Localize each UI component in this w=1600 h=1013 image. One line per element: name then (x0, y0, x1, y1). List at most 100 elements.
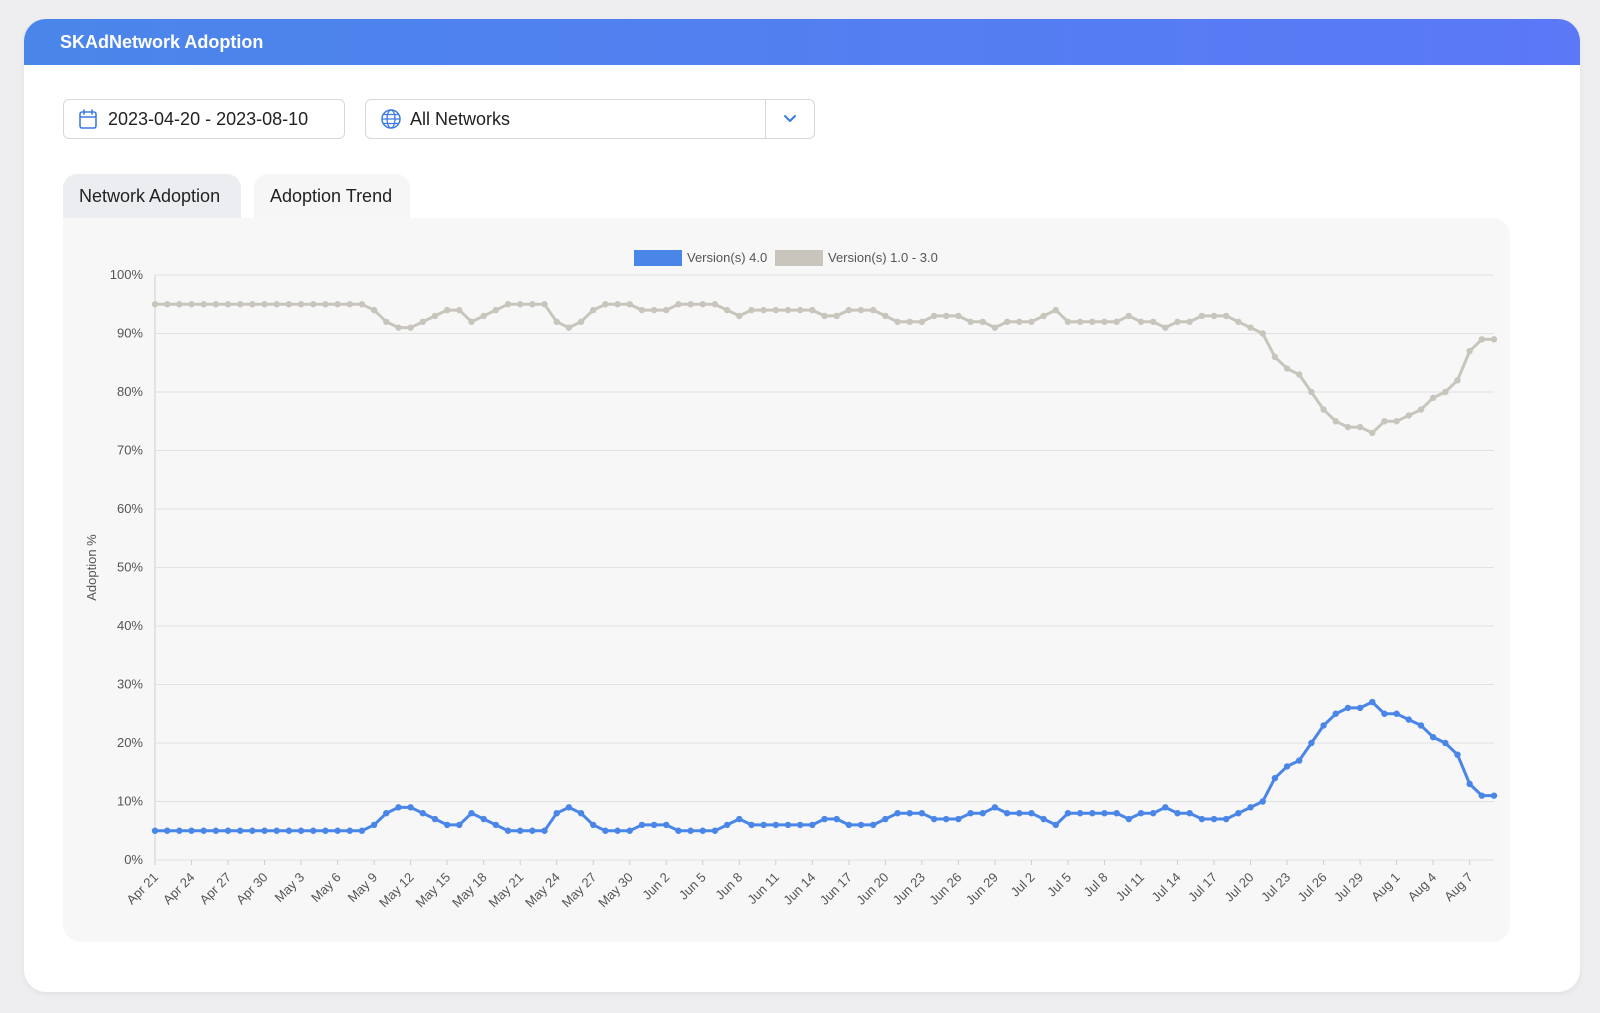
data-point (1028, 318, 1035, 325)
data-point (894, 810, 901, 817)
data-point (1344, 423, 1352, 431)
data-point (431, 815, 439, 823)
data-point (626, 301, 633, 308)
data-point (163, 827, 171, 834)
data-point (602, 827, 609, 834)
x-tick-label: Jul 26 (1295, 870, 1330, 905)
x-tick-label: Jul 5 (1044, 870, 1074, 900)
data-point (1478, 336, 1486, 343)
data-point (1174, 318, 1181, 325)
data-point (772, 821, 780, 829)
data-point (419, 318, 426, 325)
x-tick-label: Jun 20 (853, 870, 891, 908)
date-range-picker[interactable]: 2023-04-20 - 2023-08-10 (63, 99, 345, 139)
data-point (675, 827, 682, 834)
y-tick-label: 90% (117, 326, 143, 341)
data-point (918, 810, 926, 817)
data-point (602, 301, 609, 308)
legend-swatch (634, 250, 682, 266)
data-point (1101, 318, 1108, 325)
data-point (1235, 318, 1242, 325)
data-point (1271, 774, 1279, 782)
data-point (869, 306, 877, 314)
data-point (553, 810, 560, 817)
data-point (310, 827, 317, 834)
data-point (1381, 418, 1388, 425)
data-point (1186, 810, 1193, 817)
tab-network-adoption[interactable]: Network Adoption (63, 174, 241, 218)
data-point (529, 827, 536, 834)
data-point (699, 301, 706, 308)
data-point (590, 306, 597, 314)
data-point (1003, 810, 1011, 817)
tab-adoption-trend[interactable]: Adoption Trend (254, 174, 410, 218)
data-point (1198, 312, 1206, 320)
data-point (1223, 312, 1230, 320)
data-point (395, 324, 402, 331)
data-point (760, 306, 767, 314)
data-point (443, 306, 451, 314)
data-point (358, 301, 366, 308)
data-point (1442, 388, 1449, 396)
data-point (176, 827, 183, 834)
data-point (1296, 757, 1303, 764)
data-point (687, 301, 694, 308)
data-point (821, 312, 828, 320)
data-point (1125, 815, 1133, 823)
data-point (748, 821, 755, 829)
data-point (857, 306, 865, 314)
data-point (322, 301, 329, 308)
data-point (346, 301, 353, 308)
x-tick-label: Apr 27 (196, 870, 234, 908)
data-point (1296, 371, 1303, 378)
data-point (261, 301, 268, 308)
data-point (1137, 318, 1145, 325)
data-point (869, 821, 877, 829)
data-point (796, 821, 804, 829)
data-point (1417, 406, 1425, 413)
data-point (577, 810, 585, 817)
data-point (979, 318, 986, 325)
data-point (955, 815, 962, 823)
data-point (468, 810, 475, 817)
data-point (1308, 739, 1315, 747)
data-point (650, 821, 658, 829)
data-point (1198, 815, 1206, 823)
x-tick-label: Jun 2 (639, 870, 672, 903)
x-tick-label: May 18 (449, 870, 490, 911)
data-point (516, 827, 524, 834)
chevron-down-icon[interactable] (765, 100, 814, 138)
data-point (736, 815, 743, 823)
network-select[interactable]: All Networks (365, 99, 815, 139)
data-point (456, 306, 463, 314)
data-point (261, 827, 268, 834)
y-tick-label: 70% (117, 443, 143, 458)
data-point (565, 804, 573, 811)
data-point (249, 301, 256, 308)
data-point (906, 318, 913, 325)
data-point (930, 815, 938, 823)
data-point (407, 804, 414, 811)
legend-label: Version(s) 1.0 - 3.0 (828, 250, 938, 265)
data-point (1162, 324, 1169, 331)
data-point (1016, 810, 1023, 817)
data-point (955, 312, 962, 320)
data-point (1052, 821, 1059, 829)
data-point (1101, 810, 1108, 817)
data-point (1490, 792, 1498, 799)
data-point (1442, 739, 1449, 747)
data-point (492, 306, 500, 314)
y-tick-label: 50% (117, 560, 143, 575)
data-point (711, 301, 719, 308)
data-point (1466, 780, 1473, 788)
data-point (541, 301, 548, 308)
data-point (151, 827, 159, 834)
data-point (1405, 716, 1412, 723)
data-point (882, 815, 889, 823)
data-point (1076, 318, 1084, 325)
data-point (967, 318, 974, 325)
data-point (1052, 306, 1059, 314)
x-tick-label: Jun 8 (712, 870, 745, 903)
x-tick-label: May 27 (559, 870, 600, 911)
data-point (711, 827, 719, 834)
